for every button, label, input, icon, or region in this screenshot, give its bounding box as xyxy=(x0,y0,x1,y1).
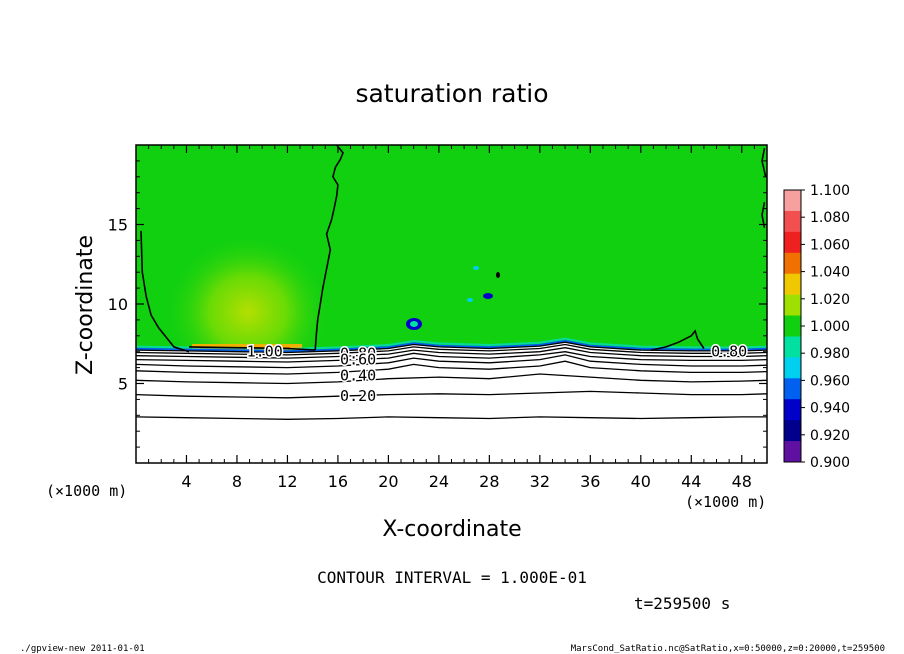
cell-mark xyxy=(410,321,418,327)
small-cells xyxy=(406,266,500,330)
colorbar-swatch xyxy=(784,378,801,400)
x-unit-right: (×1000 m) xyxy=(685,493,766,511)
contour-line xyxy=(761,202,766,228)
x-tick-label: 20 xyxy=(378,472,398,491)
colorbar-swatch xyxy=(784,252,801,275)
colorbar-swatch xyxy=(784,231,801,254)
x-tick-label: 32 xyxy=(530,472,550,491)
colorbar-label: 0.980 xyxy=(810,346,850,362)
contour-line xyxy=(136,343,767,356)
contour-interval: CONTOUR INTERVAL = 1.000E-01 xyxy=(317,568,587,587)
contour-line xyxy=(136,373,767,385)
contour-line xyxy=(136,351,767,363)
time-annotation: t=259500 s xyxy=(634,594,730,613)
contour-line xyxy=(136,341,767,354)
colorbar-swatch xyxy=(784,441,801,463)
x-tick-label: 4 xyxy=(181,472,191,491)
colorbar-label: 1.060 xyxy=(810,237,850,253)
y-tick-label: 5 xyxy=(118,375,128,394)
footer-left: ./gpview-new 2011-01-01 xyxy=(20,644,145,654)
colorbar-swatch xyxy=(784,420,801,442)
contour-label: 0.60 xyxy=(340,351,376,369)
colorbar-label: 0.920 xyxy=(810,428,850,444)
y-axis-label: Z-coordinate xyxy=(73,235,98,375)
contour-line xyxy=(136,416,767,420)
x-tick-label: 12 xyxy=(277,472,297,491)
colorbar-label: 1.000 xyxy=(810,319,850,335)
cell-mark xyxy=(467,298,473,302)
colorbar-label: 1.100 xyxy=(810,183,850,199)
colorbar-swatch xyxy=(784,190,801,212)
contour-line xyxy=(136,360,767,375)
contour-line xyxy=(136,354,767,369)
colorbar-swatch xyxy=(784,357,801,379)
contour-label: 0.40 xyxy=(340,367,376,385)
plot-area: 1.00 0.800.600.400.200.80 xyxy=(136,145,767,463)
colorbar-label: 1.040 xyxy=(810,265,850,281)
cell-mark xyxy=(496,272,500,278)
contour-label: 0.80 xyxy=(340,344,376,362)
y-tick-label: 15 xyxy=(108,216,128,235)
cloud-top-edge xyxy=(136,339,767,353)
colorbar-swatch xyxy=(784,336,801,358)
contour-line xyxy=(761,148,767,177)
contour-lines xyxy=(136,145,767,420)
colorbar-swatch xyxy=(784,273,801,296)
contour-line xyxy=(136,347,767,359)
colorbar-label: 1.080 xyxy=(810,210,850,226)
x-axis-ticks: 4 8 12 16 20 24 28 32 36 40 44 48 xyxy=(148,145,755,491)
x-tick-label: 16 xyxy=(328,472,348,491)
contour-labels: 1.00 0.800.600.400.200.80 xyxy=(245,341,749,407)
contour-label: 0.80 xyxy=(711,343,747,361)
chart-title: saturation ratio xyxy=(355,79,548,108)
x-unit-left: (×1000 m) xyxy=(46,482,127,500)
contour-label: 0.20 xyxy=(340,387,376,405)
colorbar: 1.100 1.080 1.060 1.040 1.020 1.000 0.980 0.960… xyxy=(783,183,850,471)
colorbar-swatch xyxy=(784,315,801,337)
colorbar-swatch xyxy=(784,294,801,317)
colorbar-swatch xyxy=(784,210,801,233)
x-tick-label: 8 xyxy=(232,472,242,491)
contour-line xyxy=(314,145,344,351)
x-tick-label: 40 xyxy=(631,472,651,491)
y-axis-ticks: 5 10 15 xyxy=(108,160,767,448)
colorbar-label: 0.940 xyxy=(810,401,850,417)
contour-label: 1.00 xyxy=(247,343,283,361)
colorbar-label: 0.900 xyxy=(810,455,850,471)
contour-line xyxy=(136,390,767,399)
x-tick-label: 28 xyxy=(479,472,499,491)
y-tick-label: 10 xyxy=(108,295,128,314)
contour-line xyxy=(188,346,316,351)
colorbar-swatch xyxy=(784,399,801,421)
footer-right: MarsCond_SatRatio.nc@SatRatio,x=0:50000,… xyxy=(571,644,885,654)
cell-mark xyxy=(483,293,493,299)
x-tick-label: 24 xyxy=(429,472,449,491)
x-tick-label: 48 xyxy=(732,472,752,491)
contour-line xyxy=(140,230,190,353)
x-axis-label: X-coordinate xyxy=(382,517,521,542)
colorbar-label: 0.960 xyxy=(810,373,850,389)
subsaturated-region xyxy=(136,342,767,463)
colorbar-label: 1.020 xyxy=(810,292,850,308)
contour-line xyxy=(650,329,705,351)
x-tick-label: 36 xyxy=(580,472,600,491)
cell-mark xyxy=(473,266,479,270)
x-tick-label: 44 xyxy=(681,472,701,491)
